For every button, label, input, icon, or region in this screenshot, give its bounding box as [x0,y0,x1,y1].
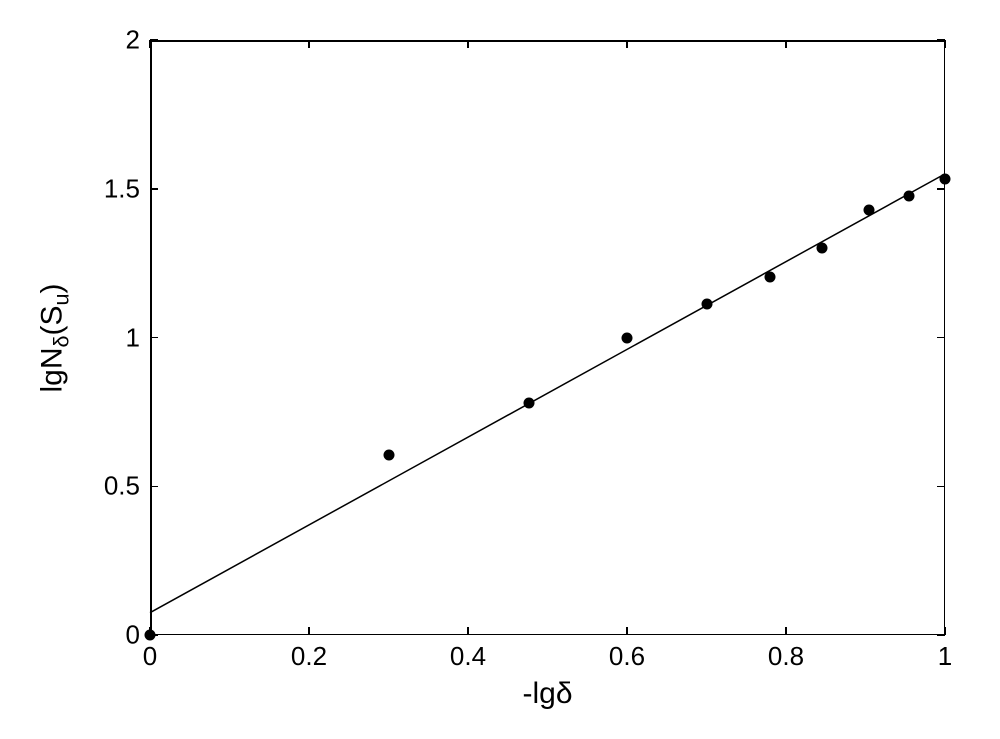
y-tick-label: 1 [126,322,140,353]
x-tick-top [149,40,151,48]
x-tick [308,627,310,635]
data-point [864,204,875,215]
data-point [765,271,776,282]
data-point [940,174,951,185]
chart-container: 0 0.2 0.4 0.6 0.8 1 0 0.5 1 1.5 2 -lgδ lgNδ(Su) [0,0,1000,739]
data-point [145,630,156,641]
x-tick [785,627,787,635]
x-axis-label: -lgδ [522,677,572,711]
x-tick-top [944,40,946,48]
y-tick-label: 0.5 [104,471,140,502]
y-tick [150,39,158,41]
y-tick-label: 2 [126,25,140,56]
x-tick [467,627,469,635]
data-point [904,190,915,201]
y-axis-label: lgNδ(Su) [36,283,75,392]
x-tick-label: 0.4 [450,641,486,672]
data-point [383,450,394,461]
data-point [816,243,827,254]
y-tick-right [937,39,945,41]
data-point [622,332,633,343]
y-tick-label: 0 [126,620,140,651]
x-tick-label: 0.2 [291,641,327,672]
y-tick [150,188,158,190]
y-tick-right [937,634,945,636]
y-tick-right [937,188,945,190]
x-tick-label: 0.6 [609,641,645,672]
data-point [701,298,712,309]
x-tick-top [308,40,310,48]
x-tick-top [467,40,469,48]
y-tick [150,486,158,488]
y-tick-right [937,337,945,339]
x-tick-label: 0 [143,641,157,672]
y-tick-label: 1.5 [104,173,140,204]
x-tick-top [785,40,787,48]
x-tick-label: 1 [938,641,952,672]
x-tick-label: 0.8 [768,641,804,672]
y-tick-right [937,486,945,488]
data-point [524,397,535,408]
x-tick [626,627,628,635]
y-tick [150,337,158,339]
plot-area [150,40,945,635]
x-tick-top [626,40,628,48]
